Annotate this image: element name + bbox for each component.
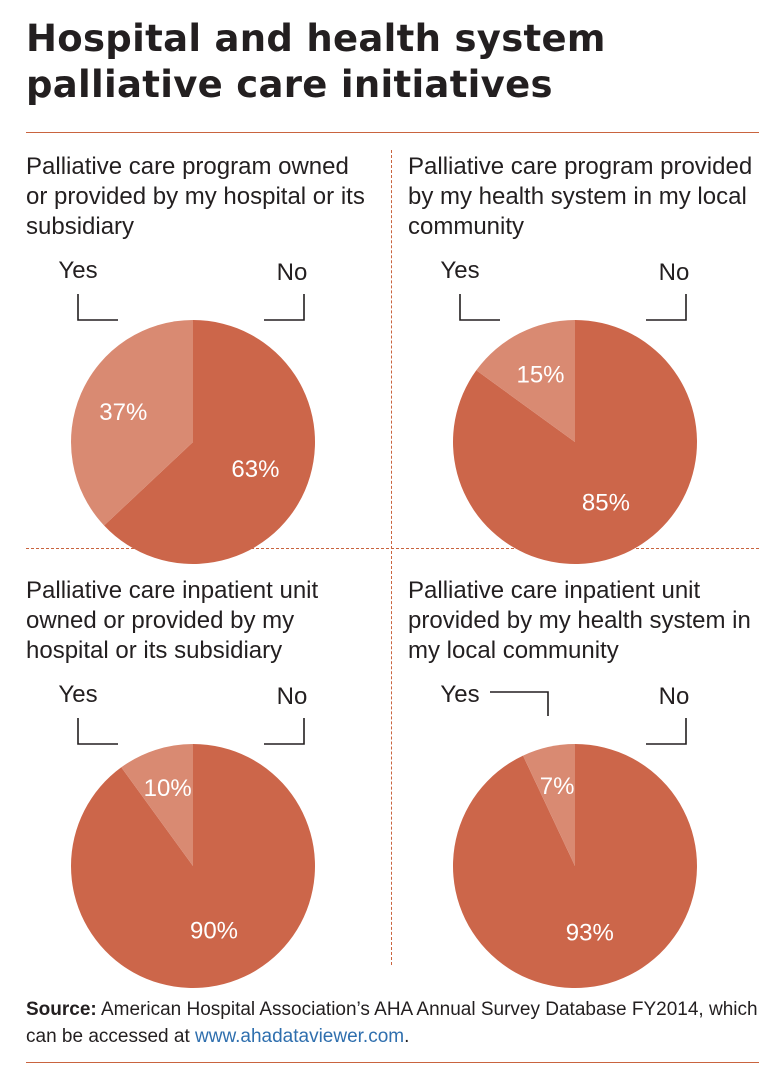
pie-value-label-yes: 7% — [540, 773, 575, 800]
legend-label-yes: Yes — [440, 257, 479, 284]
pie-chart-1: 63% 37% Yes No — [58, 257, 316, 564]
pie-value-label-no: 90% — [190, 918, 238, 945]
pie-value-label-yes: 10% — [144, 775, 192, 802]
leader-line-no — [646, 718, 687, 745]
pie-panel-4: Palliative care inpatient unit provided … — [408, 576, 768, 988]
pie-value-label-no: 85% — [582, 490, 630, 517]
pie-slice-no — [104, 320, 316, 564]
horizontal-divider — [26, 548, 759, 549]
pie-value-label-yes: 15% — [516, 361, 564, 388]
pie-value-label-yes: 37% — [99, 399, 147, 426]
legend-label-no: No — [277, 683, 308, 710]
leader-line-yes — [490, 691, 549, 716]
leader-line-no — [264, 294, 305, 321]
leader-line-no — [646, 294, 687, 321]
pie-chart-3: 90% 10% Yes No — [58, 681, 315, 988]
source-label: Source: — [26, 999, 97, 1020]
source-note: Source: American Hospital Association’s … — [26, 996, 761, 1050]
pie-slice-no — [452, 744, 697, 988]
pie-slice-yes — [121, 744, 193, 866]
pie-title: Palliative care inpatient unit owned or … — [26, 577, 319, 664]
leader-line-no — [264, 718, 305, 745]
source-link[interactable]: www.ahadataviewer.com — [195, 1026, 405, 1047]
pie-panel-1: Palliative care program owned or provide… — [26, 152, 386, 564]
pie-chart-2: 85% 15% Yes No — [440, 257, 697, 564]
pie-value-label-no: 63% — [231, 456, 279, 483]
pie-slice-yes — [71, 320, 193, 526]
pie-slice-yes — [476, 320, 575, 442]
bottom-rule — [26, 1062, 759, 1063]
leader-line-yes — [77, 294, 118, 321]
source-end: . — [404, 1026, 410, 1047]
page-title: Hospital and health system palliative ca… — [26, 17, 606, 106]
legend-label-no: No — [277, 259, 308, 286]
pie-panel-3: Palliative care inpatient unit owned or … — [26, 576, 386, 988]
top-rule — [26, 132, 759, 133]
legend-label-yes: Yes — [58, 257, 97, 284]
source-text: American Hospital Association’s AHA Annu… — [26, 999, 758, 1047]
legend-label-yes: Yes — [58, 681, 97, 708]
pie-title: Palliative care program provided by my h… — [408, 153, 753, 240]
pie-panel-2: Palliative care program provided by my h… — [408, 152, 768, 564]
pie-title: Palliative care program owned or provide… — [26, 153, 365, 240]
pie-slice-no — [452, 320, 697, 564]
legend-label-no: No — [659, 683, 690, 710]
pie-title: Palliative care inpatient unit provided … — [408, 577, 751, 664]
legend-label-no: No — [659, 259, 690, 286]
pie-slice-no — [70, 744, 315, 988]
pie-slice-yes — [523, 744, 575, 866]
leader-line-yes — [77, 718, 118, 745]
pie-chart-4: 93% 7% Yes No — [440, 681, 697, 988]
vertical-divider — [391, 150, 392, 965]
legend-label-yes: Yes — [440, 681, 479, 708]
leader-line-yes — [459, 294, 500, 321]
pie-value-label-no: 93% — [566, 919, 614, 946]
